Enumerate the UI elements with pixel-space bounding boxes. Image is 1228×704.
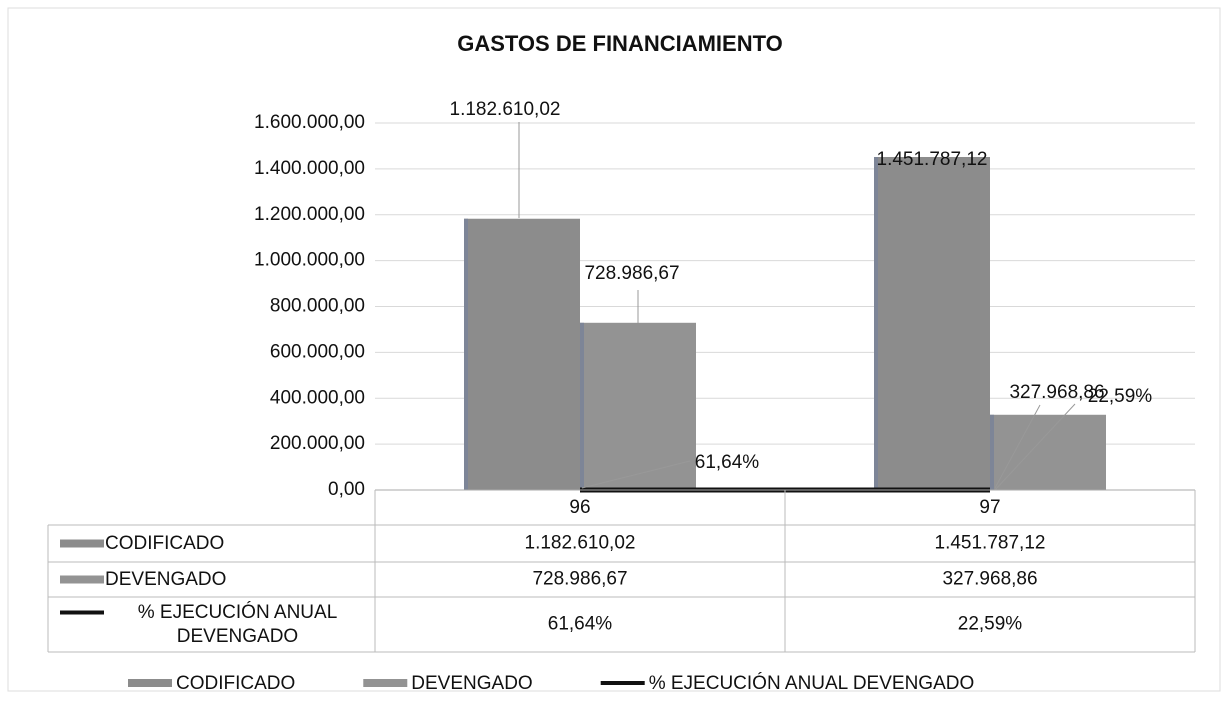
table-row-header: CODIFICADO [105,525,370,562]
legend-label: % EJECUCIÓN ANUAL DEVENGADO [649,672,975,694]
table-cell: 327.968,86 [942,569,1037,590]
legend-key [60,576,104,584]
data-label: 22,59% [1088,386,1153,407]
data-label: 1.182.610,02 [450,99,561,120]
legend-key [60,611,104,615]
table-row-header: % EJECUCIÓN ANUAL DEVENGADO [105,597,370,652]
table-cell: 61,64% [548,614,613,635]
y-tick-label: 600.000,00 [270,341,365,362]
bar-edge [990,415,994,490]
data-label: 1.451.787,12 [877,149,988,170]
y-tick-label: 800.000,00 [270,296,365,317]
y-tick-label: 1.200.000,00 [254,204,365,225]
table-cell: 1.451.787,12 [935,533,1046,554]
bar [464,219,580,490]
bar-edge [874,157,878,490]
bar [874,157,990,490]
x-tick-label: 96 [569,497,590,518]
table-row-label: CODIFICADO [105,525,370,562]
y-tick-label: 200.000,00 [270,433,365,454]
y-tick-label: 1.000.000,00 [254,250,365,271]
table-row-header: DEVENGADO [105,562,370,597]
table-row-label: DEVENGADO [105,562,370,597]
y-tick-label: 400.000,00 [270,387,365,408]
y-tick-label: 0,00 [328,479,365,500]
table-row-label: % EJECUCIÓN ANUAL DEVENGADO [105,597,370,652]
table-cell: 22,59% [958,614,1023,635]
bar [990,415,1106,490]
x-tick-label: 97 [979,497,1000,518]
legend-key [128,679,172,687]
legend-label: DEVENGADO [411,673,532,694]
chart-title: GASTOS DE FINANCIAMIENTO [457,31,783,56]
bar-edge [464,219,468,490]
bar [580,323,696,490]
legend-key [363,679,407,687]
legend-label: CODIFICADO [176,673,295,694]
data-label: 61,64% [695,452,760,473]
data-label: 728.986,67 [584,263,679,284]
legend-key [60,540,104,548]
legend-key [601,681,645,685]
y-tick-label: 1.400.000,00 [254,158,365,179]
table-cell: 1.182.610,02 [525,533,636,554]
bar-edge [580,323,584,490]
table-cell: 728.986,67 [532,569,627,590]
y-tick-label: 1.600.000,00 [254,112,365,133]
